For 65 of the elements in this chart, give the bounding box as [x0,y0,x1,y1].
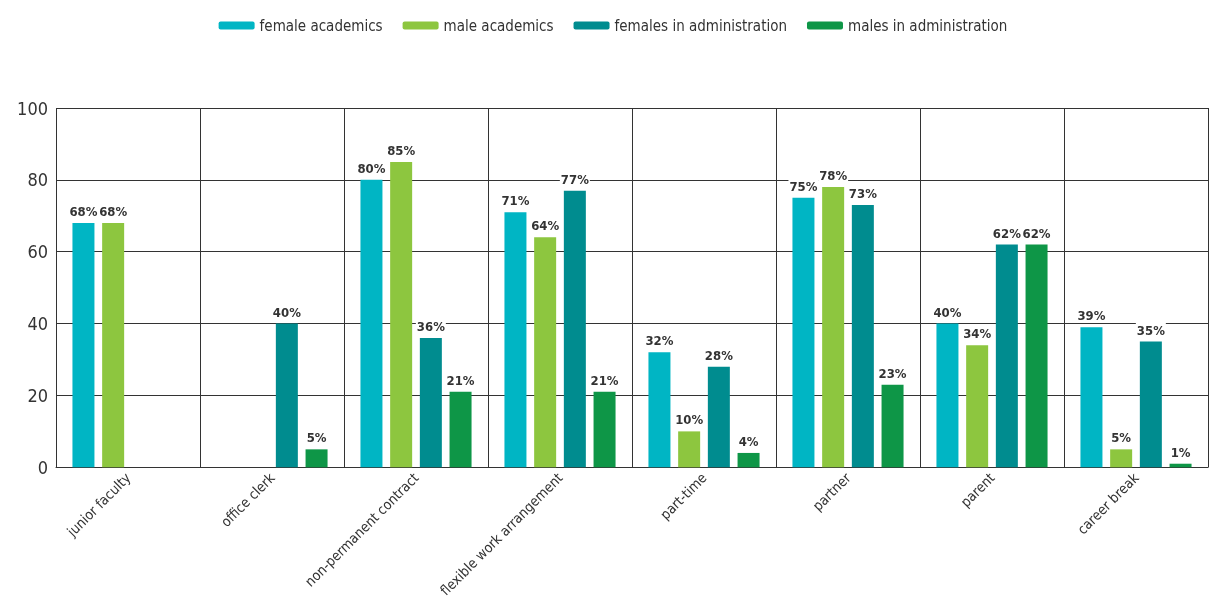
bar [737,452,760,468]
bar [966,345,989,468]
bar [102,222,125,468]
data-label: 68% [99,203,128,219]
data-label: 62% [992,225,1022,241]
bar [1080,327,1103,468]
data-label: 71% [501,193,530,209]
bar [851,205,874,468]
bar [648,352,671,468]
data-label: 77% [560,171,590,187]
data-label: 1% [1170,444,1191,460]
data-label: 80% [357,160,386,176]
legend-label: male academics [443,16,554,35]
y-tick-label: 20 [27,384,48,406]
data-label: 28% [704,347,734,363]
bar [678,431,701,468]
data-label: 21% [446,372,475,388]
y-tick-label: 60 [27,241,48,263]
bar [936,323,959,468]
legend-label: female academics [259,16,383,35]
bar [275,323,298,468]
bar [449,391,472,468]
y-tick-label: 100 [17,97,48,119]
data-label: 35% [1136,322,1166,338]
data-label: 64% [531,218,560,234]
data-label: 40% [272,304,302,320]
bar [534,237,557,468]
bar [390,161,413,468]
y-tick-label: 80 [27,169,48,191]
bar [72,222,95,468]
data-label: 10% [675,412,704,428]
data-label: 40% [933,304,962,320]
y-tick-label: 0 [37,456,48,478]
bar [305,449,328,468]
legend-label: males in administration [847,16,1008,35]
data-label: 73% [848,186,878,202]
bar [881,384,904,468]
bar [792,197,815,468]
data-label: 39% [1077,308,1106,324]
bar [360,179,383,468]
y-tick-label: 40 [27,313,48,335]
bar [504,212,527,468]
data-label: 75% [789,178,818,194]
data-label: 23% [878,365,907,381]
bar [1025,244,1048,468]
bar [563,190,586,468]
legend-label: females in administration [614,16,787,35]
bar [1110,449,1133,468]
data-label: 78% [819,168,848,184]
data-label: 68% [69,203,98,219]
data-label: 32% [645,333,674,349]
bar [707,366,730,468]
bar [419,337,442,468]
data-label: 5% [306,430,327,446]
data-label: 85% [387,142,416,158]
data-label: 36% [416,318,446,334]
data-label: 5% [1111,430,1132,446]
data-label: 62% [1022,225,1051,241]
data-label: 34% [963,326,992,342]
bar [995,244,1018,468]
bar [1139,341,1162,468]
bar [822,187,845,468]
data-label: 21% [590,372,619,388]
bar [593,391,616,468]
data-label: 4% [738,433,759,449]
